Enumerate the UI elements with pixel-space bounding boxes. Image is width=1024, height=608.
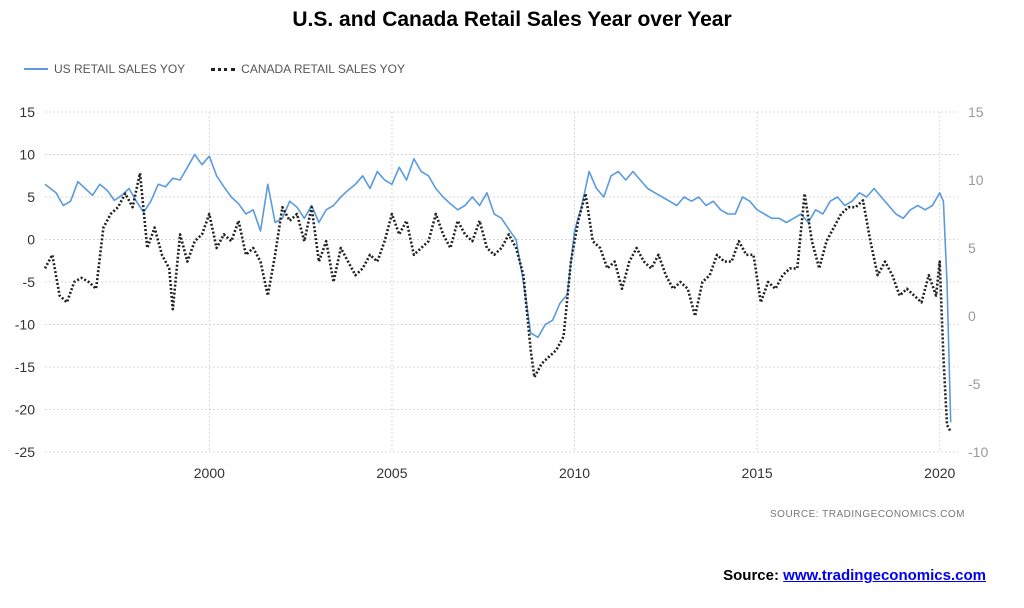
y-tick-right-label: 10 xyxy=(968,172,984,188)
x-tick-label: 2015 xyxy=(742,465,773,481)
source-link[interactable]: www.tradingeconomics.com xyxy=(783,567,986,584)
y-tick-left-label: -10 xyxy=(15,317,35,333)
y-tick-left-label: -20 xyxy=(15,402,35,418)
y-tick-right-label: 15 xyxy=(968,104,984,120)
legend-label-us: US RETAIL SALES YOY xyxy=(54,62,186,76)
source-note: SOURCE: TRADINGECONOMICS.COM xyxy=(770,509,965,520)
x-tick-label: 2000 xyxy=(194,465,225,481)
y-tick-right-label: -5 xyxy=(968,376,981,392)
y-tick-right-label: 5 xyxy=(968,240,976,256)
y-tick-left-label: -5 xyxy=(23,274,36,290)
y-tick-left-label: -25 xyxy=(15,444,35,460)
y-tick-left-label: 5 xyxy=(27,189,35,205)
x-tick-label: 2020 xyxy=(924,465,955,481)
x-tick-label: 2005 xyxy=(376,465,407,481)
y-tick-left-label: 15 xyxy=(19,104,35,120)
y-tick-left-label: -15 xyxy=(15,359,35,375)
legend-item-us[interactable]: US RETAIL SALES YOY xyxy=(24,62,185,76)
y-tick-left-label: 10 xyxy=(19,147,35,163)
legend-swatch-canada xyxy=(211,67,236,71)
y-tick-left-label: 0 xyxy=(27,232,35,248)
line-chart: 15 10 5 0 -5 -10 -15 -20 -25 15 10 5 0 -5 -10 2000 2005 2… xyxy=(15,104,989,481)
legend: US RETAIL SALES YOY CANADA RETAIL SALES … xyxy=(24,62,431,76)
legend-item-canada[interactable]: CANADA RETAIL SALES YOY xyxy=(211,62,405,76)
canada-retail-sales-line xyxy=(43,171,952,433)
legend-label-canada: CANADA RETAIL SALES YOY xyxy=(241,62,406,76)
us-retail-sales-line xyxy=(44,153,952,423)
source-footer: Source: www.tradingeconomics.com xyxy=(723,567,986,584)
legend-swatch-us xyxy=(24,68,48,70)
x-tick-label: 2010 xyxy=(559,465,590,481)
y-tick-right-label: 0 xyxy=(968,308,976,324)
y-tick-right-label: -10 xyxy=(968,444,988,460)
chart-title: U.S. and Canada Retail Sales Year over Y… xyxy=(292,8,732,31)
source-label: Source: xyxy=(723,567,779,584)
